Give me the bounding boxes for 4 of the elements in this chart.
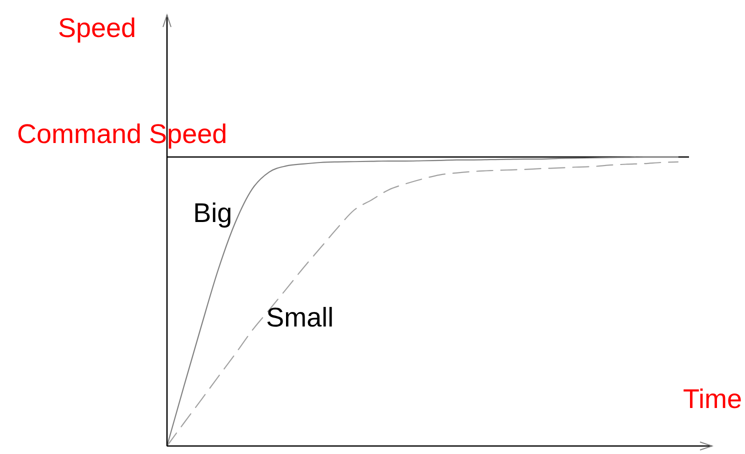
series-label: Small [266, 302, 334, 332]
y-axis-title: Speed [58, 13, 136, 43]
series-label: Big [193, 198, 232, 228]
x-axis-title: Time [683, 384, 742, 414]
